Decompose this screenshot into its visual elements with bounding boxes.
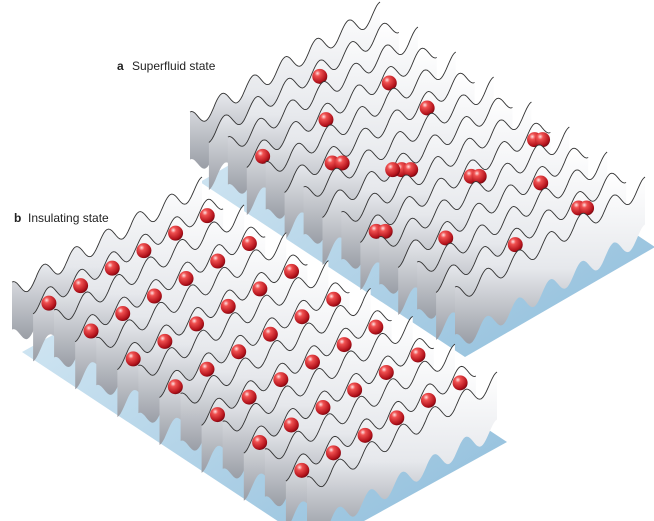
atom — [284, 417, 299, 432]
panel-label: a — [117, 59, 124, 73]
atom — [273, 372, 288, 387]
atom — [472, 169, 487, 184]
atom — [73, 278, 88, 293]
atom — [326, 445, 341, 460]
atom — [168, 226, 183, 241]
atom — [358, 428, 373, 443]
atom — [263, 327, 278, 342]
atom — [179, 271, 194, 286]
atom — [242, 236, 257, 251]
atom — [115, 306, 130, 321]
atom — [535, 132, 550, 147]
atom — [453, 375, 468, 390]
atom — [252, 281, 267, 296]
illustration: a Superfluid state b Insulating state — [0, 0, 654, 521]
atom — [305, 355, 320, 370]
atom — [252, 435, 267, 450]
atom — [157, 334, 172, 349]
atom — [284, 264, 299, 279]
atom — [200, 208, 215, 223]
atom — [410, 347, 425, 362]
atom — [294, 463, 309, 478]
atom — [315, 400, 330, 415]
atom — [147, 289, 162, 304]
atom — [231, 344, 246, 359]
atom — [295, 309, 310, 324]
atom — [200, 362, 215, 377]
atom — [389, 410, 404, 425]
atom — [368, 320, 383, 335]
atom — [126, 351, 141, 366]
atom — [379, 365, 394, 380]
atom — [210, 254, 225, 269]
atom — [421, 393, 436, 408]
atom — [347, 382, 362, 397]
atom — [579, 201, 594, 216]
atom — [326, 292, 341, 307]
lattices — [12, 2, 654, 521]
atom — [210, 407, 225, 422]
atom — [221, 299, 236, 314]
atom — [84, 324, 99, 339]
atom — [242, 390, 257, 405]
atom — [41, 296, 56, 311]
panel-label: b — [14, 211, 21, 225]
atom — [105, 261, 120, 276]
atom — [189, 316, 204, 331]
atom — [136, 243, 151, 258]
atom — [385, 162, 400, 177]
panel-title: Insulating state — [28, 211, 109, 225]
panel-title: Superfluid state — [132, 59, 216, 73]
atom — [168, 379, 183, 394]
atom — [337, 337, 352, 352]
